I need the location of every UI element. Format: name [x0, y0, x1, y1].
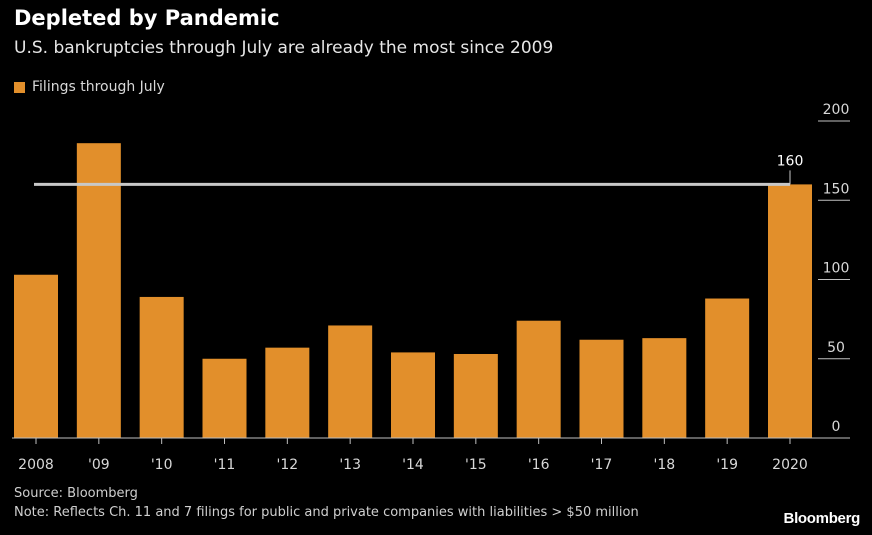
x-tick-label: 2008: [18, 457, 54, 473]
bar: [705, 298, 750, 438]
chart-subtitle: U.S. bankruptcies through July are alrea…: [14, 38, 554, 58]
bar: [202, 358, 247, 438]
x-tick-label: '15: [465, 457, 487, 473]
y-tick-label: 100: [823, 261, 850, 277]
bar: [265, 347, 310, 438]
legend-label: Filings through July: [32, 79, 165, 95]
bar: [516, 320, 561, 438]
x-tick-label: '17: [591, 457, 613, 473]
x-tick-label: '12: [276, 457, 298, 473]
x-tick-label: '09: [88, 457, 110, 473]
chart-title: Depleted by Pandemic: [14, 6, 280, 30]
y-tick-label: 0: [832, 419, 841, 435]
x-tick-label: 2020: [772, 457, 808, 473]
x-tick-label: '19: [716, 457, 738, 473]
bloomberg-logo: Bloomberg: [783, 510, 861, 527]
bar: [642, 338, 687, 438]
y-tick-label: 50: [827, 340, 845, 356]
source-note: Source: Bloomberg: [14, 486, 138, 501]
x-tick-label: '18: [653, 457, 675, 473]
x-tick-label: '10: [151, 457, 173, 473]
y-tick-label: 150: [823, 181, 850, 197]
y-tick-label: 200: [823, 102, 850, 118]
bar: [579, 339, 624, 438]
footnote: Note: Reflects Ch. 11 and 7 filings for …: [14, 505, 639, 520]
bar-chart: 0 50 100 150 200 2008 '09 '10 '11 '12 '13 '14 '15 '16…: [12, 102, 850, 473]
x-tick-label: '11: [214, 457, 236, 473]
reference-label: 160: [777, 153, 804, 169]
bar: [139, 296, 184, 438]
bar: [76, 143, 121, 438]
x-tick-label: '16: [528, 457, 550, 473]
bar: [453, 353, 498, 438]
x-tick-label: '14: [402, 457, 424, 473]
bar: [768, 184, 812, 438]
bar: [328, 325, 373, 438]
x-tick-label: '13: [339, 457, 361, 473]
legend: Filings through July: [14, 79, 165, 95]
legend-swatch: [14, 81, 25, 93]
bar: [14, 274, 58, 438]
bar: [391, 352, 435, 438]
